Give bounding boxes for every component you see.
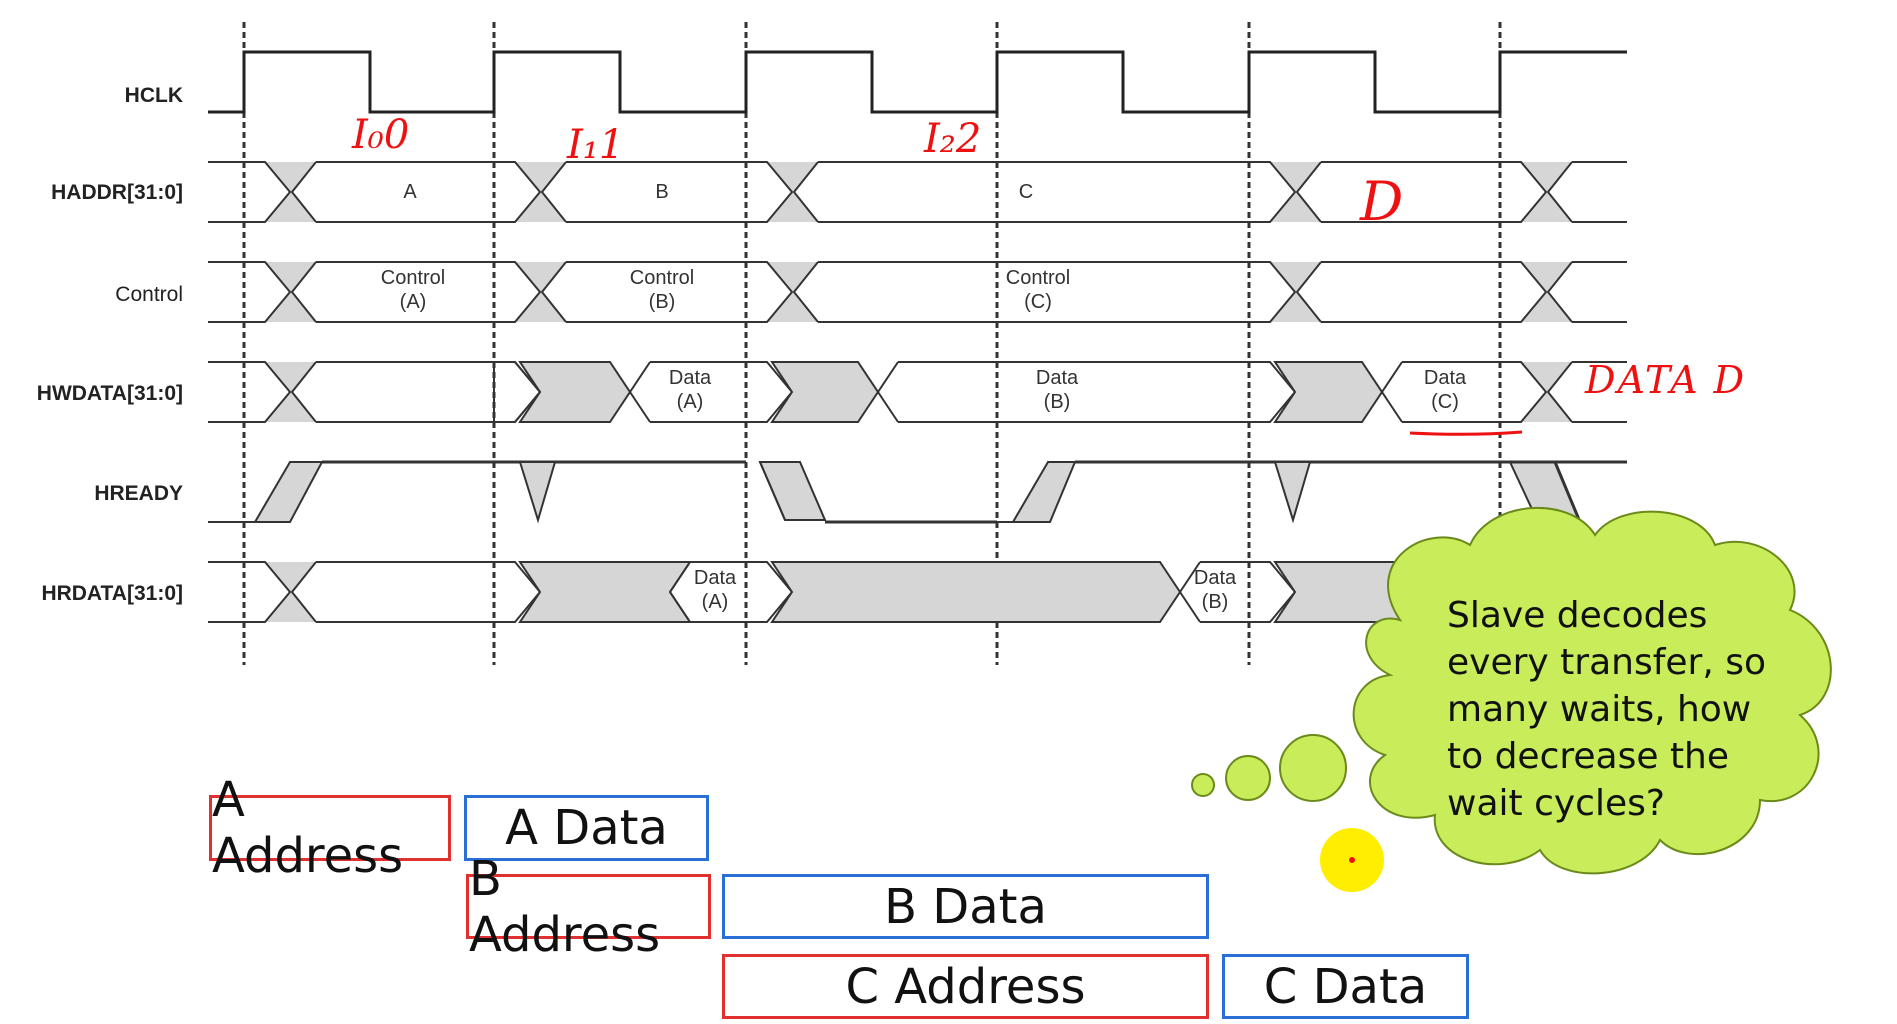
hwdata-waveform bbox=[208, 361, 1627, 423]
thought-text: Slave decodes every transfer, so many wa… bbox=[1447, 595, 1766, 824]
control-value-a: Control (A) bbox=[380, 267, 446, 313]
haddr-value-a: A bbox=[403, 181, 417, 203]
hwdata-label: HWDATA[31:0] bbox=[36, 382, 183, 405]
hclk-waveform bbox=[208, 50, 1627, 114]
c-data-box: C Data bbox=[1222, 954, 1469, 1019]
hwdata-value-b: Data (B) bbox=[1035, 367, 1079, 413]
b-data-box: B Data bbox=[722, 874, 1209, 939]
hready-label: HREADY bbox=[94, 482, 183, 505]
a-data-box: A Data bbox=[464, 795, 709, 861]
hwdata-value-a: Data (A) bbox=[668, 367, 712, 413]
hclk-label: HCLK bbox=[124, 84, 183, 107]
control-waveform bbox=[208, 261, 1627, 323]
control-value-c: Control (C) bbox=[1005, 267, 1071, 313]
annotation-t0: I₀0 bbox=[352, 112, 410, 158]
haddr-value-b: B bbox=[655, 181, 669, 203]
annotation-d: D bbox=[1360, 170, 1404, 233]
haddr-value-c: C bbox=[1018, 181, 1034, 203]
thought-bubble bbox=[1191, 506, 1832, 875]
handwritten-underline bbox=[1409, 430, 1523, 436]
b-address-box: B Address bbox=[466, 851, 711, 963]
haddr-label: HADDR[31:0] bbox=[51, 181, 183, 204]
hready-waveform bbox=[208, 460, 1627, 524]
haddr-waveform bbox=[208, 161, 1627, 223]
control-label: Control bbox=[115, 283, 183, 306]
hrdata-label: HRDATA[31:0] bbox=[41, 582, 183, 605]
annotation-t1: I₁1 bbox=[567, 122, 625, 168]
a-address-box: A Address bbox=[209, 772, 451, 884]
c-address-box: C Address bbox=[722, 954, 1209, 1019]
annotation-data-d: DATA D bbox=[1585, 358, 1747, 402]
hwdata-value-c: Data (C) bbox=[1423, 367, 1467, 413]
hrdata-value-a: Data (A) bbox=[693, 567, 737, 613]
control-value-b: Control (B) bbox=[629, 267, 695, 313]
hrdata-waveform bbox=[208, 561, 1432, 623]
annotation-t2: I₂2 bbox=[924, 116, 982, 162]
cursor-dot bbox=[1349, 857, 1355, 863]
hrdata-value-b: Data (B) bbox=[1193, 567, 1237, 613]
